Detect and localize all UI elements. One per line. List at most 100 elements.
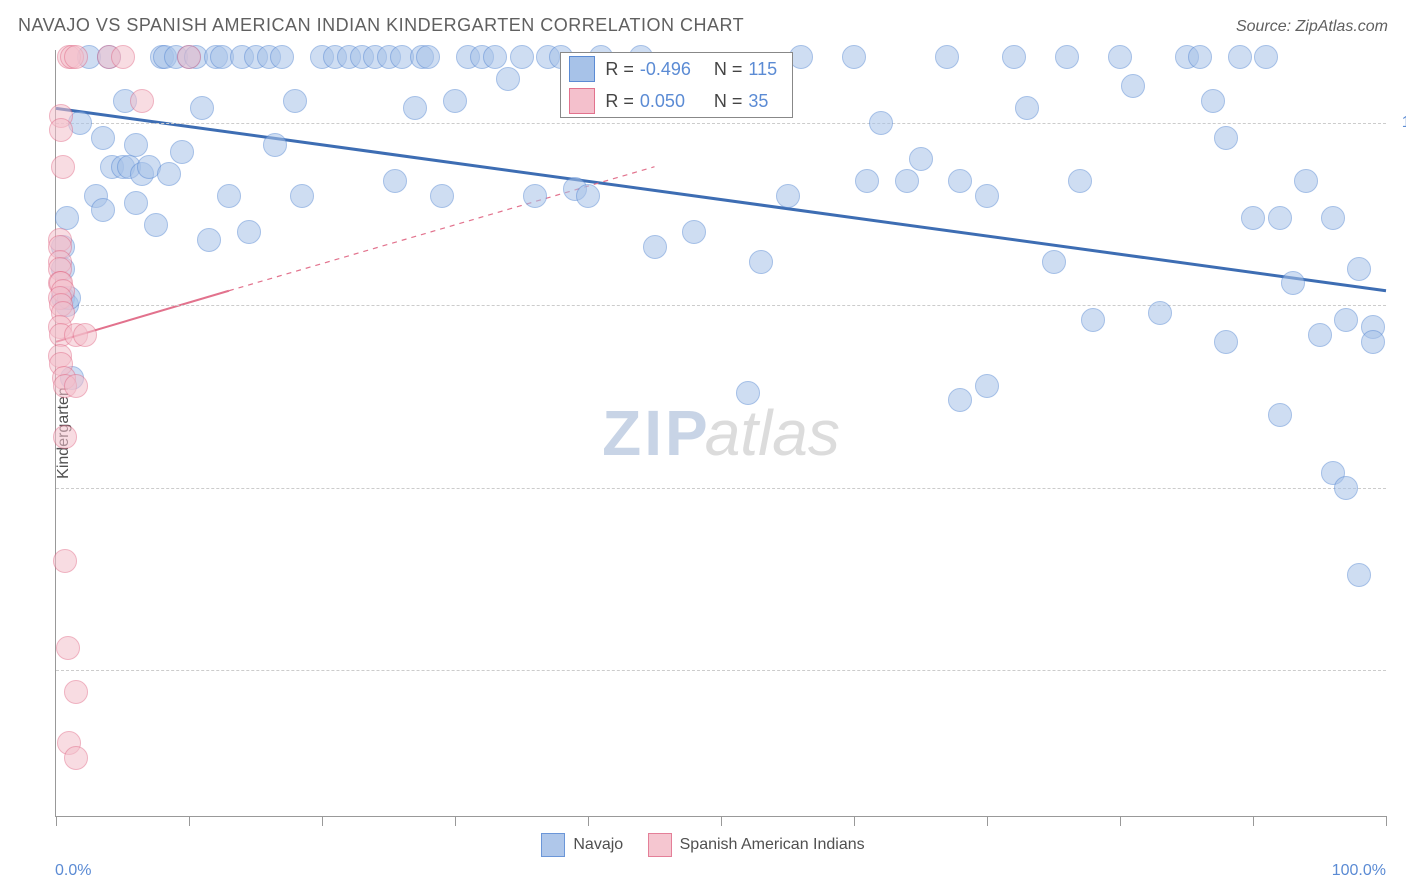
gridline-h (56, 305, 1386, 306)
corr-row-spanish: R = 0.050 N = 35 (561, 85, 792, 117)
x-tick (1386, 816, 1387, 826)
point-spanish (56, 636, 80, 660)
point-navajo (55, 206, 79, 230)
point-navajo (1268, 206, 1292, 230)
point-navajo (682, 220, 706, 244)
point-navajo (523, 184, 547, 208)
point-navajo (1241, 206, 1265, 230)
point-navajo (1321, 206, 1345, 230)
point-navajo (197, 228, 221, 252)
point-navajo (1055, 45, 1079, 69)
point-navajo (576, 184, 600, 208)
point-navajo (1042, 250, 1066, 274)
point-navajo (157, 162, 181, 186)
point-navajo (483, 45, 507, 69)
point-navajo (1347, 257, 1371, 281)
point-navajo (749, 250, 773, 274)
point-navajo (91, 198, 115, 222)
gridline-h (56, 488, 1386, 489)
point-spanish (64, 680, 88, 704)
legend-swatch-spanish (648, 833, 672, 857)
point-navajo (443, 89, 467, 113)
point-navajo (270, 45, 294, 69)
point-navajo (909, 147, 933, 171)
point-navajo (1214, 126, 1238, 150)
legend-label-spanish: Spanish American Indians (680, 836, 865, 854)
point-navajo (1254, 45, 1278, 69)
point-navajo (855, 169, 879, 193)
point-navajo (170, 140, 194, 164)
source-label: Source: ZipAtlas.com (1236, 18, 1388, 36)
point-navajo (1281, 271, 1305, 295)
point-spanish (53, 549, 77, 573)
point-navajo (263, 133, 287, 157)
corr-n-navajo: 115 (748, 59, 784, 80)
point-navajo (124, 191, 148, 215)
x-tick (322, 816, 323, 826)
point-navajo (1347, 563, 1371, 587)
point-spanish (51, 155, 75, 179)
corr-n-label: N = (714, 59, 743, 80)
corr-n-label: N = (714, 91, 743, 112)
point-navajo (217, 184, 241, 208)
gridline-h (56, 670, 1386, 671)
x-tick (987, 816, 988, 826)
x-tick (1120, 816, 1121, 826)
point-navajo (237, 220, 261, 244)
plot-wrapper: Kindergarten ZIPatlas 92.5%95.0%97.5%100… (55, 50, 1386, 817)
point-navajo (1188, 45, 1212, 69)
legend-swatch-navajo (541, 833, 565, 857)
point-navajo (430, 184, 454, 208)
corr-r-label: R = (605, 91, 634, 112)
point-navajo (1268, 403, 1292, 427)
point-navajo (290, 184, 314, 208)
x-axis-max-label: 100.0% (1332, 862, 1386, 880)
point-navajo (1334, 308, 1358, 332)
chart-header: NAVAJO VS SPANISH AMERICAN INDIAN KINDER… (18, 15, 1388, 36)
point-navajo (1121, 74, 1145, 98)
gridline-h (56, 123, 1386, 124)
legend-item-spanish: Spanish American Indians (648, 833, 865, 857)
point-navajo (948, 169, 972, 193)
point-spanish (53, 425, 77, 449)
point-navajo (416, 45, 440, 69)
point-navajo (1294, 169, 1318, 193)
x-axis-min-label: 0.0% (55, 862, 91, 880)
point-navajo (1108, 45, 1132, 69)
point-navajo (895, 169, 919, 193)
point-navajo (1308, 323, 1332, 347)
point-spanish (64, 45, 88, 69)
x-tick (721, 816, 722, 826)
point-spanish (130, 89, 154, 113)
point-navajo (1148, 301, 1172, 325)
x-tick (1253, 816, 1254, 826)
trend-lines-layer (56, 50, 1386, 816)
corr-r-spanish: 0.050 (640, 91, 702, 112)
corr-r-navajo: -0.496 (640, 59, 702, 80)
x-tick (455, 816, 456, 826)
point-navajo (975, 184, 999, 208)
point-spanish (73, 323, 97, 347)
point-spanish (177, 45, 201, 69)
point-navajo (383, 169, 407, 193)
point-navajo (1361, 330, 1385, 354)
point-navajo (643, 235, 667, 259)
plot-area: Kindergarten ZIPatlas 92.5%95.0%97.5%100… (55, 50, 1386, 817)
point-navajo (776, 184, 800, 208)
chart-title: NAVAJO VS SPANISH AMERICAN INDIAN KINDER… (18, 15, 744, 36)
y-tick-label: 100.0% (1402, 114, 1406, 132)
x-tick (189, 816, 190, 826)
point-navajo (842, 45, 866, 69)
source-prefix: Source: (1236, 18, 1296, 35)
point-navajo (1068, 169, 1092, 193)
point-navajo (496, 67, 520, 91)
trend-line (56, 108, 1386, 290)
point-navajo (935, 45, 959, 69)
point-navajo (144, 213, 168, 237)
point-navajo (1334, 476, 1358, 500)
legend-item-navajo: Navajo (541, 833, 623, 857)
point-spanish (64, 374, 88, 398)
point-navajo (190, 96, 214, 120)
point-spanish (111, 45, 135, 69)
source-link[interactable]: ZipAtlas.com (1296, 18, 1388, 35)
